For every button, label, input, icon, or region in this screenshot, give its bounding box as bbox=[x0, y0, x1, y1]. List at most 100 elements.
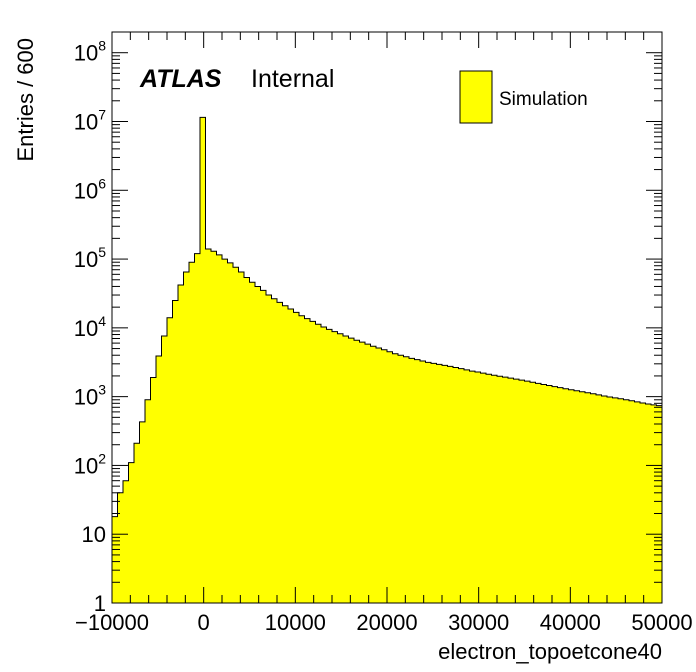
histogram-bar bbox=[469, 371, 476, 603]
histogram-bar bbox=[585, 392, 591, 603]
y-tick-label: 107 bbox=[74, 106, 106, 134]
x-tick-labels: −10000 0 10000 20000 30000 40000 50000 bbox=[75, 610, 693, 635]
histogram-bar bbox=[502, 377, 509, 603]
histogram-bar bbox=[348, 338, 355, 603]
histogram-bar bbox=[128, 462, 135, 603]
histogram-bar bbox=[326, 329, 333, 603]
histogram-bar bbox=[563, 388, 569, 603]
histogram-bar bbox=[172, 300, 179, 603]
x-axis-ticks bbox=[111, 32, 663, 603]
histogram-bar bbox=[167, 317, 173, 603]
histogram-bar bbox=[260, 290, 267, 603]
histogram-bar bbox=[315, 324, 322, 603]
histogram-bar bbox=[453, 367, 459, 603]
histogram-bar bbox=[227, 262, 234, 603]
histogram-bar bbox=[139, 421, 146, 603]
histogram-bar bbox=[255, 286, 261, 603]
histogram-bar bbox=[480, 373, 487, 603]
histogram-bar bbox=[123, 480, 129, 603]
x-tick-label: 40000 bbox=[540, 610, 601, 635]
y-tick-label: 104 bbox=[74, 313, 106, 341]
histogram-bar bbox=[299, 315, 305, 603]
histogram-bar bbox=[244, 277, 250, 603]
histogram-bar bbox=[464, 369, 470, 603]
histogram-bar bbox=[491, 375, 498, 603]
histogram-bar bbox=[194, 253, 201, 603]
histogram-bar bbox=[183, 271, 190, 603]
histogram-bar bbox=[623, 399, 630, 603]
x-tick-label: 10000 bbox=[265, 610, 326, 635]
x-axis-title: electron_topoetcone40 bbox=[438, 639, 662, 664]
histogram-bar bbox=[601, 396, 608, 603]
x-tick-label: −10000 bbox=[75, 610, 149, 635]
y-tick-label: 103 bbox=[74, 382, 106, 410]
histogram-bar bbox=[497, 376, 503, 603]
x-tick-label: 50000 bbox=[631, 610, 692, 635]
histogram-bar bbox=[475, 372, 481, 603]
histogram-bar bbox=[425, 362, 432, 603]
y-tick-label: 10 bbox=[82, 522, 106, 547]
histogram-bar bbox=[370, 346, 377, 603]
histogram-bar bbox=[288, 309, 294, 603]
histogram-bar bbox=[552, 386, 558, 603]
y-tick-label: 108 bbox=[74, 38, 106, 66]
histogram-bar bbox=[486, 374, 492, 603]
histogram-bar bbox=[508, 378, 514, 603]
histogram-bar bbox=[392, 353, 399, 603]
histogram-bar bbox=[574, 390, 580, 603]
histogram-bar bbox=[535, 383, 542, 603]
histogram-bar bbox=[189, 262, 195, 603]
histogram-bar bbox=[629, 400, 635, 603]
histogram-bar bbox=[596, 394, 602, 603]
histogram-bar bbox=[568, 389, 575, 603]
histogram-bar bbox=[321, 326, 327, 603]
histogram-bar bbox=[222, 259, 228, 603]
histogram-bar bbox=[414, 359, 421, 603]
histogram-bar bbox=[436, 364, 443, 603]
histogram-bar bbox=[249, 282, 256, 603]
histogram-bar bbox=[612, 397, 619, 603]
histogram-bar bbox=[211, 251, 217, 604]
histogram-bar bbox=[458, 368, 465, 603]
histogram-bar bbox=[117, 492, 124, 603]
histogram-bar bbox=[557, 387, 564, 603]
y-tick-label: 106 bbox=[74, 175, 106, 203]
histogram-bar bbox=[618, 398, 624, 603]
histogram-bar bbox=[513, 379, 520, 603]
histogram-bar bbox=[530, 382, 536, 603]
histogram-bars bbox=[112, 117, 663, 604]
histogram-bar bbox=[233, 267, 239, 603]
histogram-bar bbox=[205, 249, 212, 603]
histogram-bar bbox=[282, 305, 289, 603]
y-tick-label: 1 bbox=[94, 591, 106, 616]
histogram-bar bbox=[381, 349, 388, 603]
y-axis-title: Entries / 600 bbox=[13, 38, 38, 162]
x-tick-label: 0 bbox=[198, 610, 210, 635]
histogram-bar bbox=[266, 295, 272, 603]
histogram-bar bbox=[651, 404, 657, 603]
histogram-bar bbox=[607, 396, 613, 603]
histogram-bar bbox=[200, 117, 206, 603]
histogram-outline bbox=[111, 116, 662, 603]
histogram-bar bbox=[645, 404, 652, 603]
histogram-bar bbox=[541, 384, 547, 603]
histogram-bar bbox=[431, 363, 437, 603]
histogram-bar bbox=[112, 516, 118, 603]
x-tick-label: 30000 bbox=[448, 610, 509, 635]
histogram-bar bbox=[238, 271, 245, 603]
y-tick-labels: 1 10 102 103 104 105 106 107 108 bbox=[74, 38, 106, 616]
histogram-bar bbox=[656, 405, 663, 603]
histogram-bar bbox=[398, 355, 404, 603]
histogram-bar bbox=[271, 298, 278, 603]
histogram-bar bbox=[178, 284, 184, 603]
histogram-bar bbox=[519, 380, 525, 603]
histogram-bar bbox=[216, 254, 223, 603]
histogram-bar bbox=[447, 366, 454, 603]
histogram-bar bbox=[420, 360, 426, 603]
histogram-bar bbox=[634, 401, 641, 603]
histogram-bar bbox=[156, 355, 162, 603]
internal-label: Internal bbox=[251, 65, 334, 93]
histogram-bar bbox=[343, 336, 349, 603]
histogram-bar bbox=[150, 377, 157, 603]
